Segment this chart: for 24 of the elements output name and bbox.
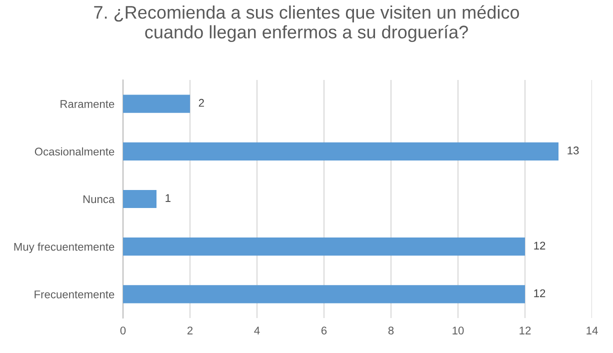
y-tick-label: Frecuentemente (34, 290, 114, 298)
y-tick-label: Ocasionalmente (34, 147, 114, 156)
x-tick-label: 8 (388, 326, 394, 334)
bar (123, 190, 156, 208)
bar (123, 94, 190, 113)
chart-title: 7. ¿Recomienda a sus clientes que visiten un médico cuando llegan enfermos a su droguería? (94, 5, 520, 42)
y-tick-label: Raramente (60, 100, 114, 108)
bar (123, 238, 525, 256)
bar (123, 142, 558, 160)
data-label: 1 (166, 194, 170, 202)
y-tick-label: Nunca (83, 195, 115, 204)
y-tick-label: Muy frecuentemente (14, 242, 114, 253)
data-label: 2 (198, 98, 204, 107)
x-tick-label: 12 (520, 326, 531, 334)
x-tick-label: 14 (586, 326, 598, 334)
x-tick-label: 4 (254, 326, 260, 334)
bar (123, 285, 525, 304)
x-tick-label: 6 (321, 326, 327, 334)
data-label: 12 (534, 242, 546, 250)
x-tick-label: 0 (120, 326, 126, 334)
data-label: 12 (534, 289, 546, 298)
x-tick-label: 10 (452, 326, 464, 334)
x-tick-label: 2 (187, 326, 193, 334)
data-label: 13 (568, 146, 579, 154)
